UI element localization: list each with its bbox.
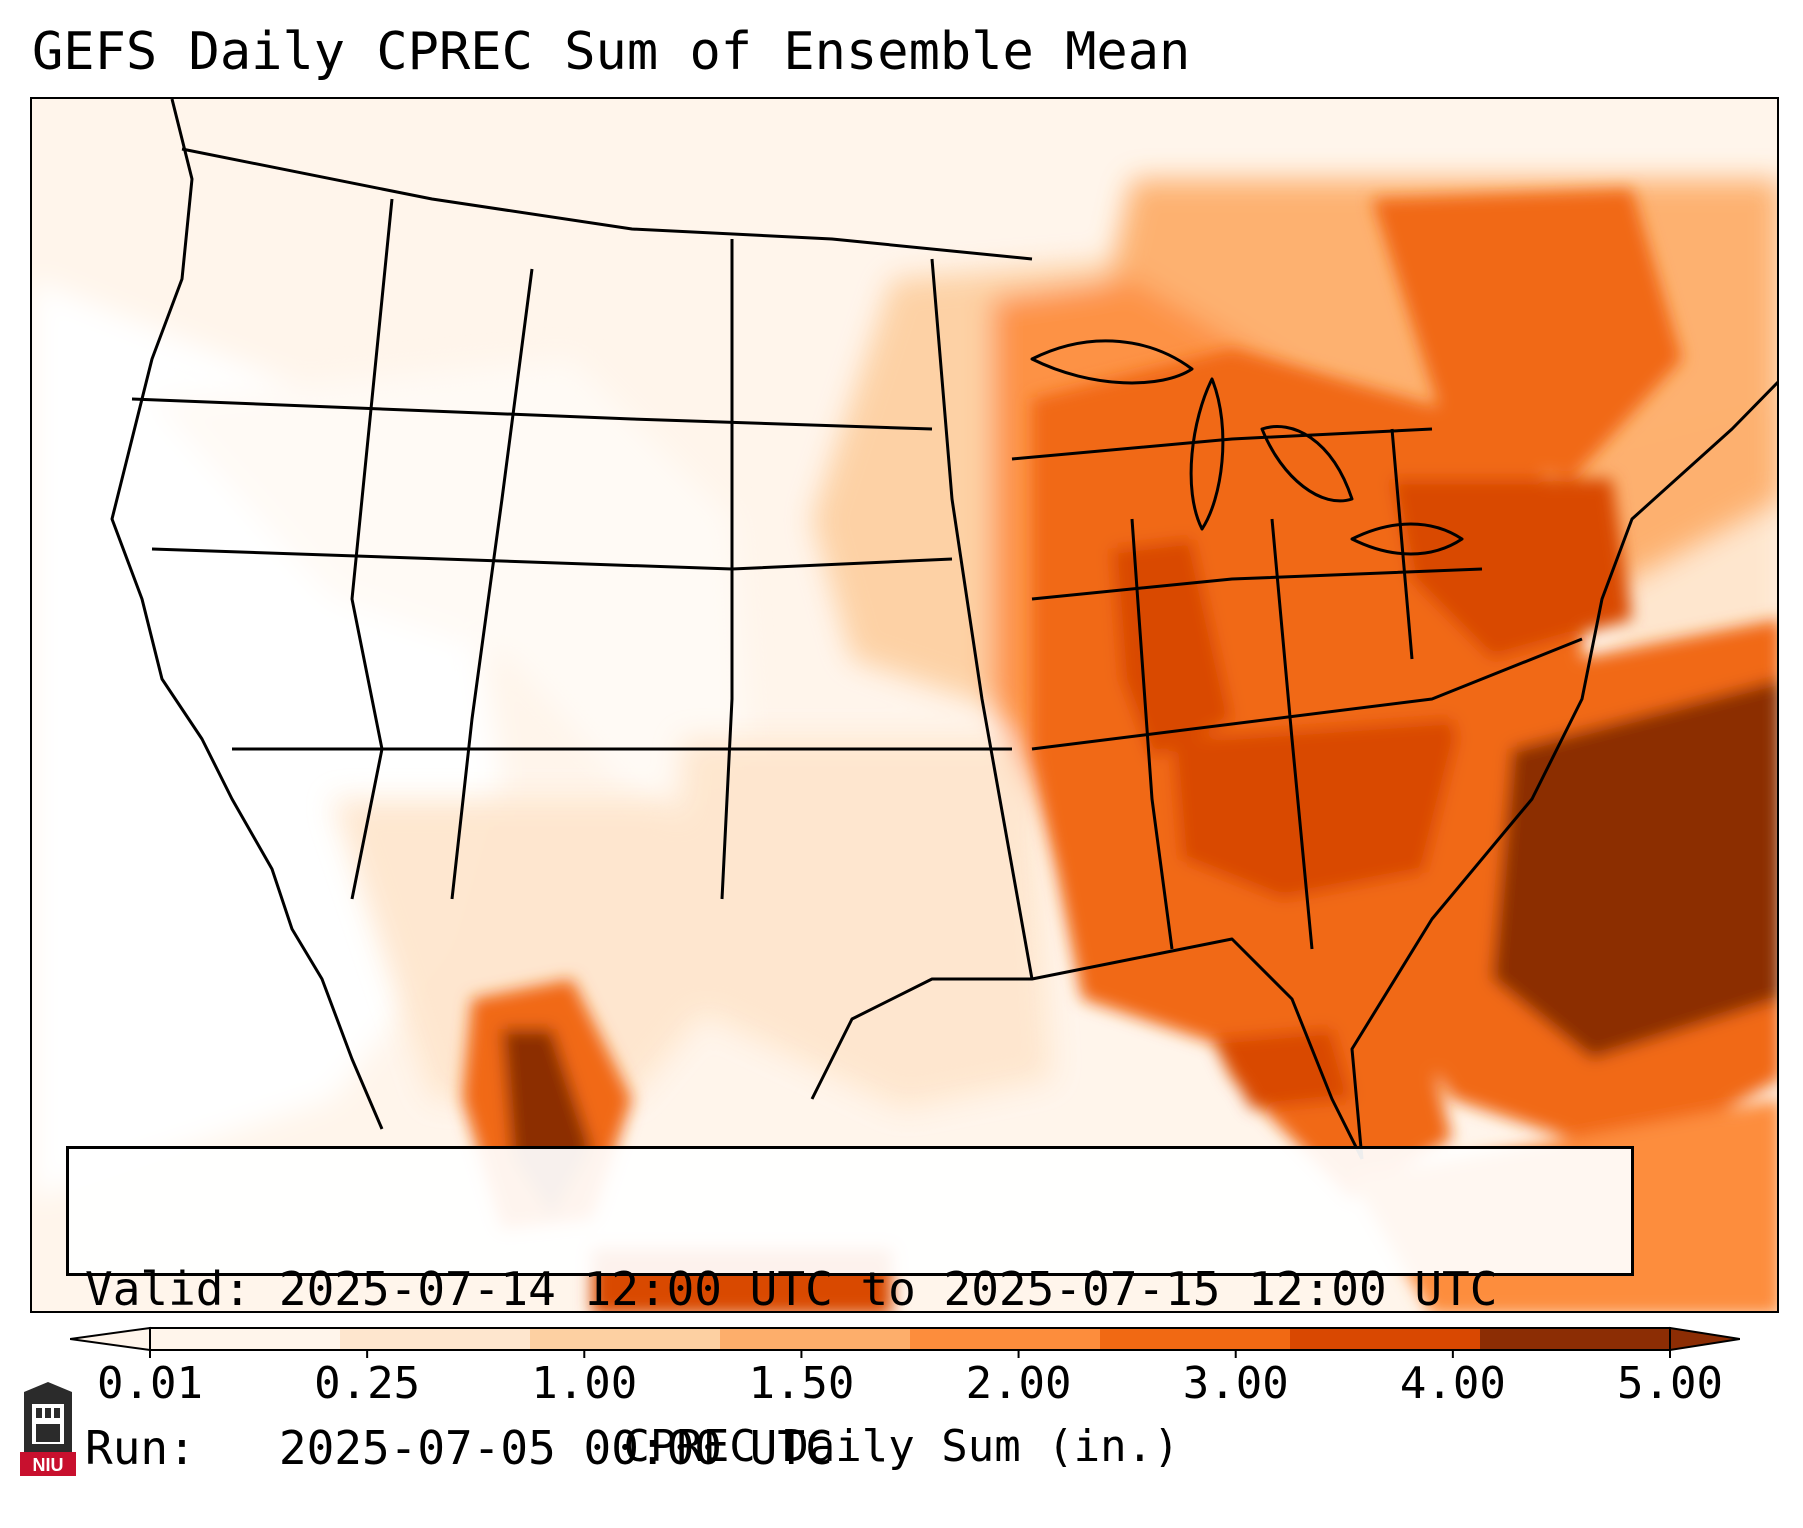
- colorbar-tick-label: 1.00: [531, 1358, 638, 1409]
- colorbar-segment: [720, 1328, 911, 1350]
- colorbar-segment: [1480, 1328, 1671, 1350]
- colorbar-segment: [340, 1328, 531, 1350]
- valid-label: Valid:: [85, 1262, 252, 1316]
- valid-text: 2025-07-14 12:00 UTC to 2025-07-15 12:00…: [278, 1262, 1498, 1316]
- niu-logo: NIU: [20, 1382, 76, 1476]
- map-title: GEFS Daily CPREC Sum of Ensemble Mean: [32, 22, 1191, 82]
- run-label: Run:: [85, 1421, 196, 1475]
- colorbar-tick-label: 0.01: [97, 1358, 203, 1409]
- run-text: 2025-07-05 00:00 UTC: [278, 1421, 833, 1475]
- colorbar-segment: [910, 1328, 1101, 1350]
- colorbar-tick-label: 0.25: [314, 1358, 421, 1409]
- colorbar-label: CPREC Daily Sum (in.): [623, 1421, 1180, 1472]
- colorbar-segment: [150, 1328, 341, 1350]
- colorbar-tick-label: 3.00: [1182, 1358, 1289, 1409]
- precip-map: [30, 97, 1779, 1313]
- validity-info-box: Valid: 2025-07-14 12:00 UTC to 2025-07-1…: [66, 1146, 1634, 1475]
- colorbar-tick-label: 5.00: [1617, 1358, 1723, 1409]
- run-line: Run: 2025-07-05 00:00 UTC: [85, 1422, 1631, 1475]
- colorbar-segment: [1290, 1328, 1481, 1350]
- colorbar-segment: [1100, 1328, 1291, 1350]
- colorbar-tick-label: 4.00: [1399, 1358, 1506, 1409]
- colorbar-border: [149, 1327, 1671, 1351]
- colorbar-tick-label: 1.50: [748, 1358, 855, 1409]
- precip-field: [32, 99, 1777, 1311]
- colorbar-extend-low: [70, 1326, 151, 1352]
- colorbar-tick-label: 2.00: [965, 1358, 1072, 1409]
- valid-line: Valid: 2025-07-14 12:00 UTC to 2025-07-1…: [85, 1263, 1631, 1316]
- colorbar-segment: [530, 1328, 721, 1350]
- colorbar-extend-high: [1669, 1326, 1740, 1352]
- logo-text: NIU: [33, 1455, 64, 1475]
- colorbar: [70, 1326, 1740, 1358]
